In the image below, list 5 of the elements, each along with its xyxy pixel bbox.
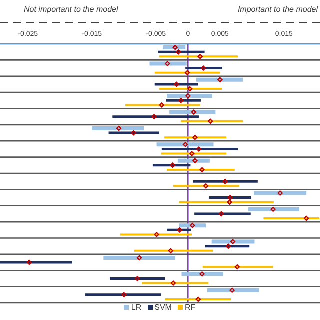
text: Not important to the model <box>24 5 118 14</box>
legend-label: SVM <box>154 303 172 312</box>
text: Important to the model <box>238 5 318 14</box>
legend-label: LR <box>131 303 142 312</box>
legend-label: RF <box>184 303 196 312</box>
